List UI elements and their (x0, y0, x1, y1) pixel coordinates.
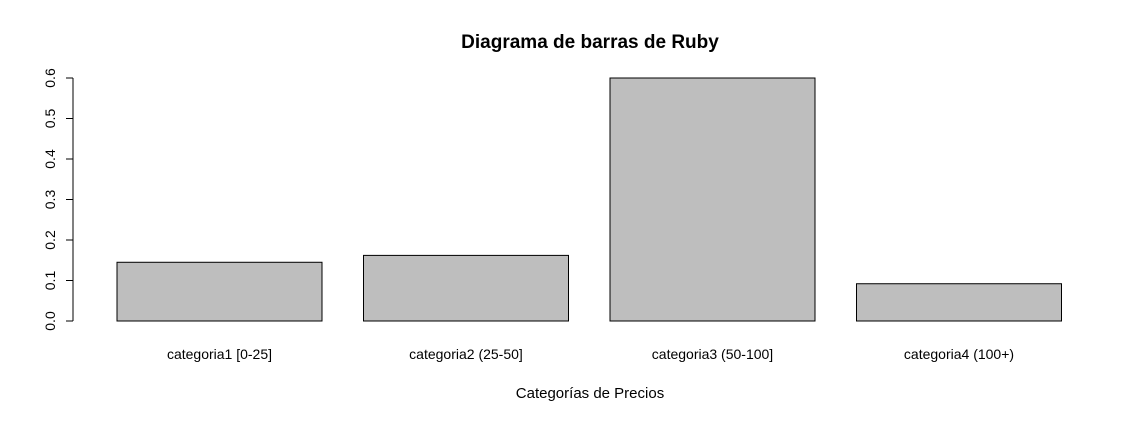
bar (363, 254, 569, 322)
bar (856, 283, 1062, 322)
x-tick-label: categoria1 [0-25] (167, 346, 272, 362)
bars-group (116, 77, 1062, 322)
y-tick-label: 0.5 (42, 109, 58, 129)
y-tick-label: 0.4 (42, 149, 58, 169)
chart-title: Diagrama de barras de Ruby (461, 32, 719, 53)
y-tick-label: 0.3 (42, 190, 58, 210)
y-tick-label: 0.1 (42, 271, 58, 291)
x-tick-label: categoria3 (50-100] (652, 346, 773, 362)
y-tick-label: 0.0 (42, 311, 58, 331)
y-tick-label: 0.6 (42, 68, 58, 88)
x-tick-label: categoria4 (100+) (904, 346, 1014, 362)
x-axis-label: Categorías de Precios (516, 385, 664, 402)
y-tick-label: 0.2 (42, 230, 58, 250)
bar (609, 77, 816, 322)
x-tick-label: categoria2 (25-50] (409, 346, 523, 362)
x-tick-labels: categoria1 [0-25] categoria2 (25-50] categ… (167, 346, 1014, 362)
bar (116, 261, 323, 322)
y-axis: 0.0 0.1 0.2 0.3 0.4 0.5 0.6 (42, 68, 74, 331)
